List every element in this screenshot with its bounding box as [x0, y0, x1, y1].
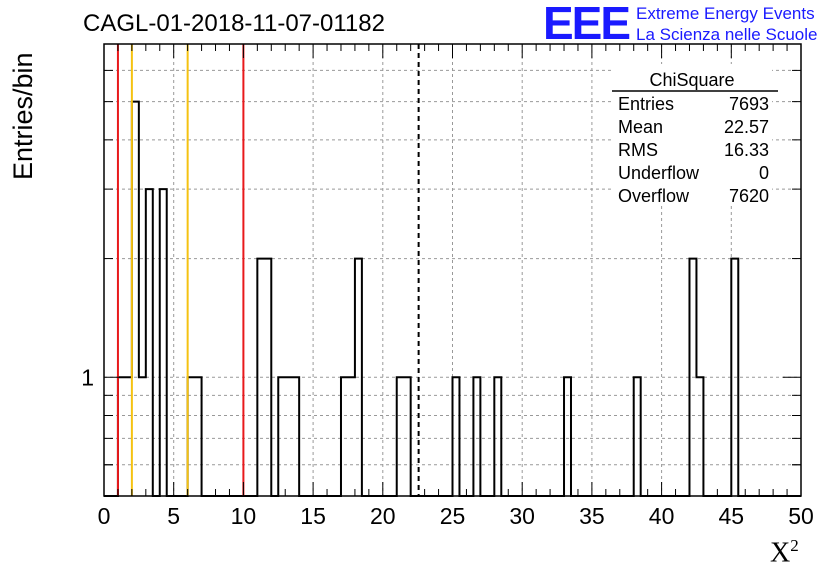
- x-tick-label: 5: [167, 503, 180, 529]
- stats-box: ChiSquare Entries 7693 Mean 22.57 RMS 16.33 Und…: [612, 64, 778, 206]
- x-axis-label-text: X: [770, 537, 791, 569]
- stats-label: Entries: [618, 94, 674, 114]
- y-tick-label: 1: [81, 364, 94, 390]
- x-tick-label: 30: [509, 503, 535, 529]
- logo-line-2: La Scienza nelle Scuole: [636, 25, 818, 44]
- x-tick-label: 10: [231, 503, 257, 529]
- stats-value: 0: [759, 163, 769, 183]
- y-axis-label: Entries/bin: [8, 52, 38, 180]
- stats-value: 16.33: [724, 140, 769, 160]
- stats-label: Mean: [618, 117, 663, 137]
- x-tick-label: 15: [300, 503, 326, 529]
- eee-logo: EEE: [543, 0, 631, 49]
- x-tick-label: 35: [579, 503, 605, 529]
- x-axis-label: X2: [770, 536, 799, 569]
- chart-title: CAGL-01-2018-11-07-01182: [83, 10, 385, 37]
- logo-line-1: Extreme Energy Events: [636, 4, 815, 23]
- x-tick-label: 25: [440, 503, 466, 529]
- x-tick-label: 50: [788, 503, 814, 529]
- x-tick-label: 0: [98, 503, 111, 529]
- stats-label: Overflow: [618, 186, 690, 206]
- stats-label: Underflow: [618, 163, 700, 183]
- x-tick-label: 20: [370, 503, 396, 529]
- x-tick-label: 40: [649, 503, 675, 529]
- stats-value: 7693: [729, 94, 769, 114]
- stats-label: RMS: [618, 140, 658, 160]
- x-axis-label-sup: 2: [790, 536, 799, 555]
- marker-lines: [116, 44, 420, 496]
- stats-box-bg: [612, 64, 772, 204]
- stats-name: ChiSquare: [649, 70, 734, 90]
- stats-value: 22.57: [724, 117, 769, 137]
- x-tick-label: 45: [719, 503, 745, 529]
- axes: 0 5 10 15 20 25 30 35 40 45 50 1: [81, 43, 814, 529]
- stats-value: 7620: [729, 186, 769, 206]
